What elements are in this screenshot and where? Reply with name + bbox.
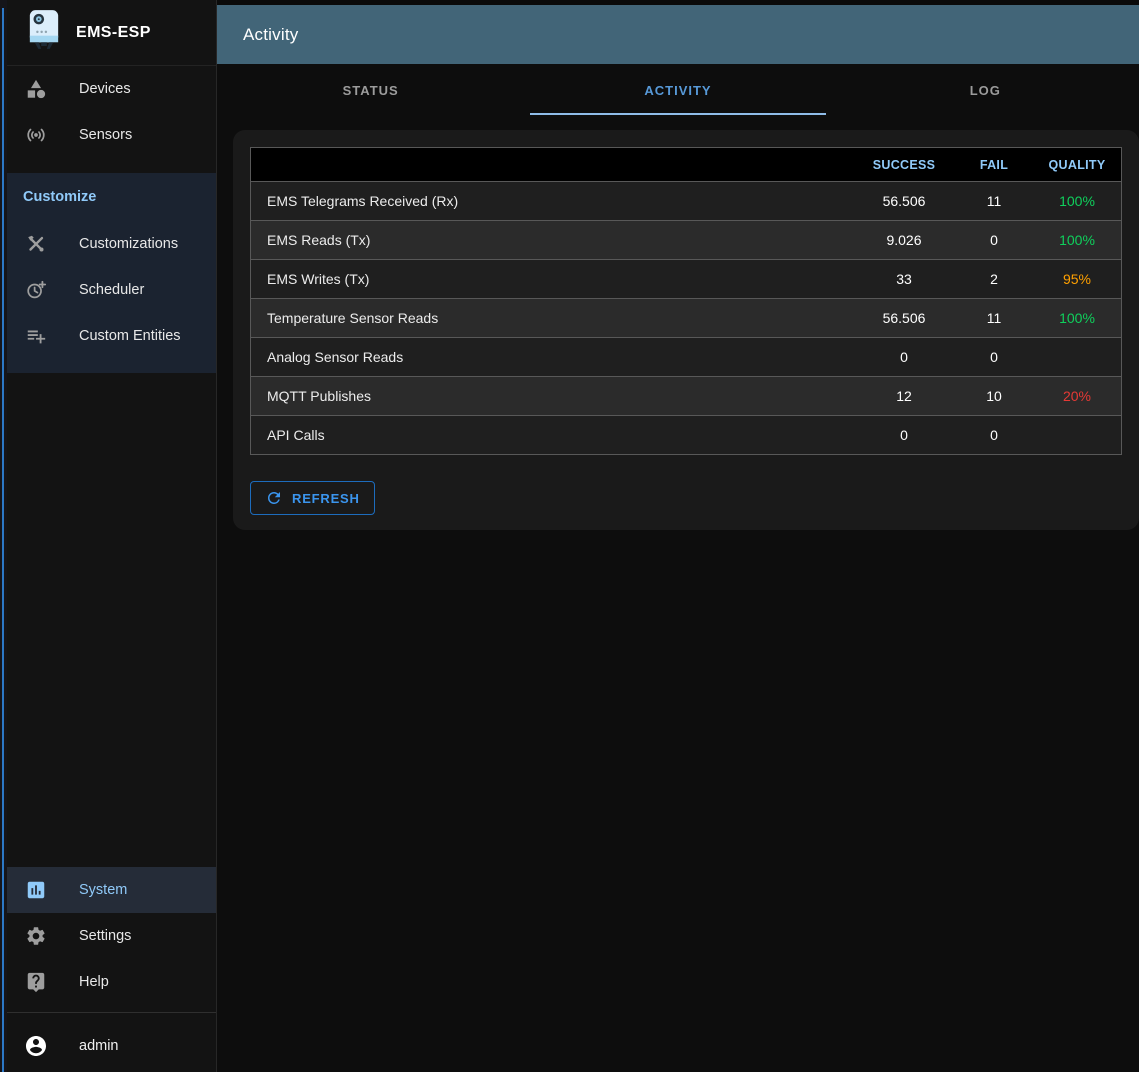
metric-name: API Calls bbox=[267, 427, 325, 443]
app-title: EMS-ESP bbox=[76, 23, 151, 41]
sidebar-item-label: Customizations bbox=[79, 236, 179, 252]
gear-icon bbox=[24, 924, 48, 948]
table-row: Analog Sensor Reads 0 0 bbox=[251, 337, 1121, 376]
table-row: Temperature Sensor Reads 56.506 11 100% bbox=[251, 298, 1121, 337]
success-value: 0 bbox=[900, 427, 908, 443]
sidebar-item-sensors[interactable]: Sensors bbox=[7, 112, 216, 158]
sidebar-divider bbox=[7, 1012, 216, 1013]
sidebar-item-label: Custom Entities bbox=[79, 328, 181, 344]
app-logo-block: EMS-ESP bbox=[7, 0, 216, 66]
metric-name: EMS Writes (Tx) bbox=[267, 271, 370, 287]
metric-name: Temperature Sensor Reads bbox=[267, 310, 439, 326]
tab-status[interactable]: STATUS bbox=[217, 64, 524, 116]
metric-name: Analog Sensor Reads bbox=[267, 349, 404, 365]
playlist-add-icon bbox=[24, 324, 48, 348]
sidebar-item-label: System bbox=[79, 882, 128, 898]
fail-value: 0 bbox=[990, 232, 998, 248]
quality-column-header: QUALITY bbox=[1048, 157, 1106, 172]
sidebar-item-custom-entities[interactable]: Custom Entities bbox=[7, 313, 216, 359]
sidebar-item-label: Help bbox=[79, 974, 109, 990]
sidebar-item-label: Scheduler bbox=[79, 282, 145, 298]
refresh-icon bbox=[267, 492, 280, 504]
customize-section-header: Customize bbox=[23, 189, 97, 205]
sidebar-item-label: Devices bbox=[79, 81, 131, 97]
sidebar-bottom: System Settings Help bbox=[7, 867, 216, 1072]
success-column-header: SUCCESS bbox=[872, 157, 936, 172]
quality-value: 20% bbox=[1062, 388, 1092, 404]
boiler-logo-icon bbox=[27, 9, 61, 56]
tab-log[interactable]: LOG bbox=[832, 64, 1139, 116]
quality-value: 100% bbox=[1059, 232, 1095, 248]
fail-value: 10 bbox=[986, 388, 1002, 404]
success-value: 56.506 bbox=[882, 310, 926, 326]
table-row: EMS Telegrams Received (Rx) 56.506 11 10… bbox=[251, 181, 1121, 220]
table-row: EMS Reads (Tx) 9.026 0 100% bbox=[251, 220, 1121, 259]
category-icon bbox=[24, 77, 48, 101]
sidebar-item-system[interactable]: System bbox=[7, 867, 216, 913]
fail-value: 2 bbox=[990, 271, 998, 287]
fail-value: 0 bbox=[990, 349, 998, 365]
quality-value: 100% bbox=[1059, 193, 1095, 209]
tab-activity-label: ACTIVITY bbox=[644, 82, 712, 98]
table-row: EMS Writes (Tx) 33 2 95% bbox=[251, 259, 1121, 298]
sidebar-item-label: Settings bbox=[79, 928, 132, 944]
metric-name: EMS Telegrams Received (Rx) bbox=[267, 193, 459, 209]
success-value: 12 bbox=[896, 388, 912, 404]
success-value: 33 bbox=[896, 271, 912, 287]
fail-value: 0 bbox=[990, 427, 998, 443]
sidebar-item-scheduler[interactable]: Scheduler bbox=[7, 267, 216, 313]
metric-name: MQTT Publishes bbox=[267, 388, 371, 404]
refresh-button[interactable]: REFRESH bbox=[250, 481, 375, 515]
success-value: 9.026 bbox=[886, 232, 922, 248]
quality-value: 100% bbox=[1059, 310, 1095, 326]
page-title: Activity bbox=[243, 24, 299, 44]
tab-activity[interactable]: ACTIVITY bbox=[524, 64, 831, 116]
refresh-button-label: REFRESH bbox=[292, 490, 360, 506]
quality-value: 95% bbox=[1062, 271, 1092, 287]
account-circle-icon bbox=[24, 1034, 48, 1058]
metric-name: EMS Reads (Tx) bbox=[267, 232, 371, 248]
left-edge-accent-line bbox=[2, 8, 4, 1072]
sidebar-item-customizations[interactable]: Customizations bbox=[7, 221, 216, 267]
table-header-row: SUCCESS FAIL QUALITY bbox=[251, 148, 1121, 181]
sidebar-item-devices[interactable]: Devices bbox=[7, 66, 216, 112]
fail-value: 11 bbox=[986, 310, 1002, 326]
activity-stats-table: SUCCESS FAIL QUALITY EMS Telegrams Recei… bbox=[250, 147, 1122, 455]
sidebar-item-label: Sensors bbox=[79, 127, 133, 143]
sidebar-item-help[interactable]: Help bbox=[7, 959, 216, 1005]
left-edge-strip bbox=[0, 0, 7, 1072]
success-value: 0 bbox=[900, 349, 908, 365]
live-help-icon bbox=[24, 970, 48, 994]
construction-icon bbox=[24, 232, 48, 256]
sensors-icon bbox=[24, 123, 48, 147]
analytics-icon bbox=[24, 878, 48, 902]
user-menu-button[interactable]: admin bbox=[7, 1020, 216, 1072]
main-content: Activity STATUS ACTIVITY LOG SUCCESS FAI… bbox=[217, 0, 1139, 1072]
sidebar: EMS-ESP Devices Sensors bbox=[7, 0, 217, 1072]
top-edge-strip bbox=[217, 0, 1139, 5]
username-label: admin bbox=[79, 1038, 119, 1054]
table-row: MQTT Publishes 12 10 20% bbox=[251, 376, 1121, 415]
tab-bar: STATUS ACTIVITY LOG bbox=[217, 64, 1139, 116]
fail-column-header: FAIL bbox=[979, 157, 1009, 172]
sidebar-item-settings[interactable]: Settings bbox=[7, 913, 216, 959]
table-row: API Calls 0 0 bbox=[251, 415, 1121, 454]
more-time-icon bbox=[24, 278, 48, 302]
activity-card: SUCCESS FAIL QUALITY EMS Telegrams Recei… bbox=[233, 130, 1139, 530]
appbar: Activity bbox=[217, 5, 1139, 64]
success-value: 56.506 bbox=[882, 193, 926, 209]
active-tab-indicator bbox=[530, 113, 826, 115]
fail-value: 11 bbox=[986, 193, 1002, 209]
customize-section: Customize Customizations bbox=[7, 173, 216, 373]
